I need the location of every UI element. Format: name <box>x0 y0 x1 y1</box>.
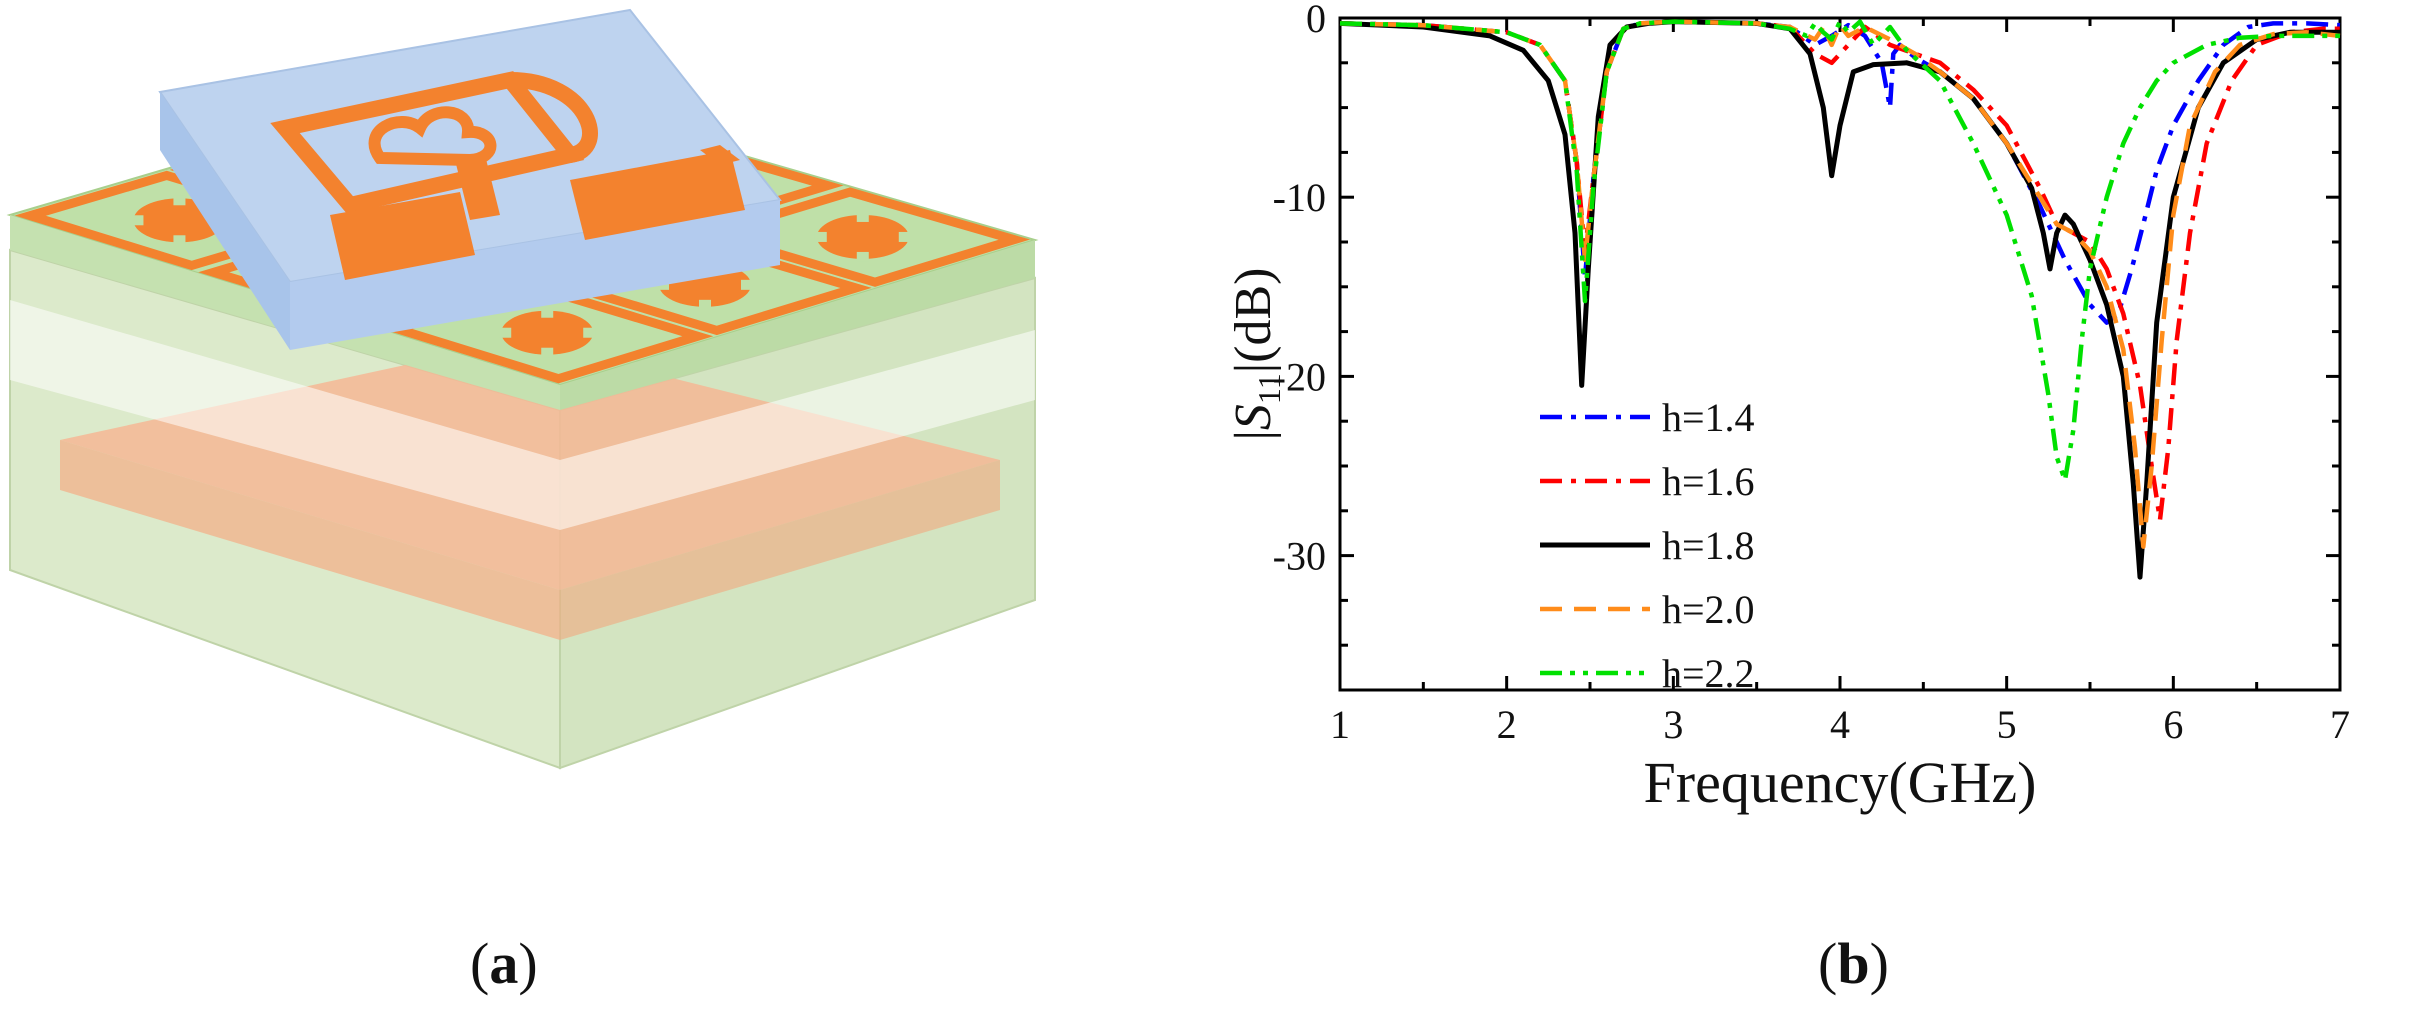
ground-plane-edge-right <box>560 460 1000 640</box>
ground-pad-right <box>570 150 745 240</box>
antenna-substrate-front <box>160 92 290 350</box>
legend-label: h=2.0 <box>1662 587 1755 632</box>
air-gap-band <box>10 300 1035 530</box>
x-tick-label: 3 <box>1663 702 1683 747</box>
x-tick-label: 5 <box>1997 702 2017 747</box>
legend-label: h=1.6 <box>1662 459 1755 504</box>
antenna-3d-svg <box>6 8 1039 770</box>
antenna-feed <box>330 145 745 280</box>
x-axis-label: Frequency(GHz) <box>1644 750 2037 815</box>
axis-tick-labels: 1 2 3 4 5 6 7 0 -10 -20 -30 <box>1273 0 2350 747</box>
series-line <box>1339 19 2341 325</box>
antenna-substrate-side <box>290 200 780 350</box>
y-label-suffix: |(dB) <box>1225 268 1282 374</box>
series-line <box>1339 19 2341 549</box>
panel-letter-a: a <box>489 931 519 996</box>
unit-cell <box>695 187 1031 287</box>
antenna-substrate <box>158 8 782 350</box>
legend: h=1.4 h=1.6 h=1.8 h=2.0 h=2.2 <box>1540 395 1755 696</box>
legend-label: h=1.4 <box>1662 395 1755 440</box>
y-tick-label: -10 <box>1273 175 1326 220</box>
panel-letter-b: b <box>1837 931 1870 996</box>
bottom-substrate <box>9 248 1036 770</box>
series-lines <box>1339 19 2341 580</box>
s11-chart: 1 2 3 4 5 6 7 0 -10 -20 -30 h=1.4 h=1.6 h=1.8 h=2.0 h=… <box>1210 0 2426 880</box>
svg-text:|S11|(dB): |S11|(dB) <box>1225 268 1287 441</box>
y-tick-label: -30 <box>1273 534 1326 579</box>
s11-chart-svg: 1 2 3 4 5 6 70-10-20-30 h=1.4h=1.6h=1.8h=2.0h=… <box>1225 0 2350 815</box>
x-tick-label: 7 <box>2330 702 2350 747</box>
y-axis-label: |S11|(dB) <box>1225 268 1287 441</box>
ground-pad-left <box>330 192 475 280</box>
axis-ticks <box>1338 16 2342 692</box>
x-tick-label: 2 <box>1497 702 1517 747</box>
x-tick-label: 6 <box>2163 702 2183 747</box>
radiator-cloud <box>368 106 497 167</box>
panel-label-a: (a) <box>470 931 538 996</box>
y-label-prefix: | <box>1225 430 1282 440</box>
x-tick-label: 1 <box>1330 702 1350 747</box>
series-line <box>1339 19 2340 580</box>
antenna-3d-illustration <box>0 0 1210 880</box>
radiator-arc <box>509 72 598 163</box>
y-label-subscript: 11 <box>1251 373 1287 404</box>
panel-label-b: (b) <box>1818 931 1889 996</box>
y-label-symbol: S <box>1225 404 1282 430</box>
legend-label: h=2.2 <box>1662 651 1755 696</box>
feed-line <box>455 155 500 220</box>
ground-plane <box>60 340 1000 590</box>
y-tick-label: -20 <box>1273 354 1326 399</box>
legend-label: h=1.8 <box>1662 523 1755 568</box>
ground-plane-edge <box>60 440 560 640</box>
antenna-radiator <box>270 71 598 214</box>
x-tick-label: 4 <box>1830 702 1850 747</box>
y-tick-label: 0 <box>1306 0 1326 41</box>
metasurface-side-right <box>560 240 1035 410</box>
series-line <box>1339 19 2340 523</box>
ground-stub <box>700 145 740 165</box>
